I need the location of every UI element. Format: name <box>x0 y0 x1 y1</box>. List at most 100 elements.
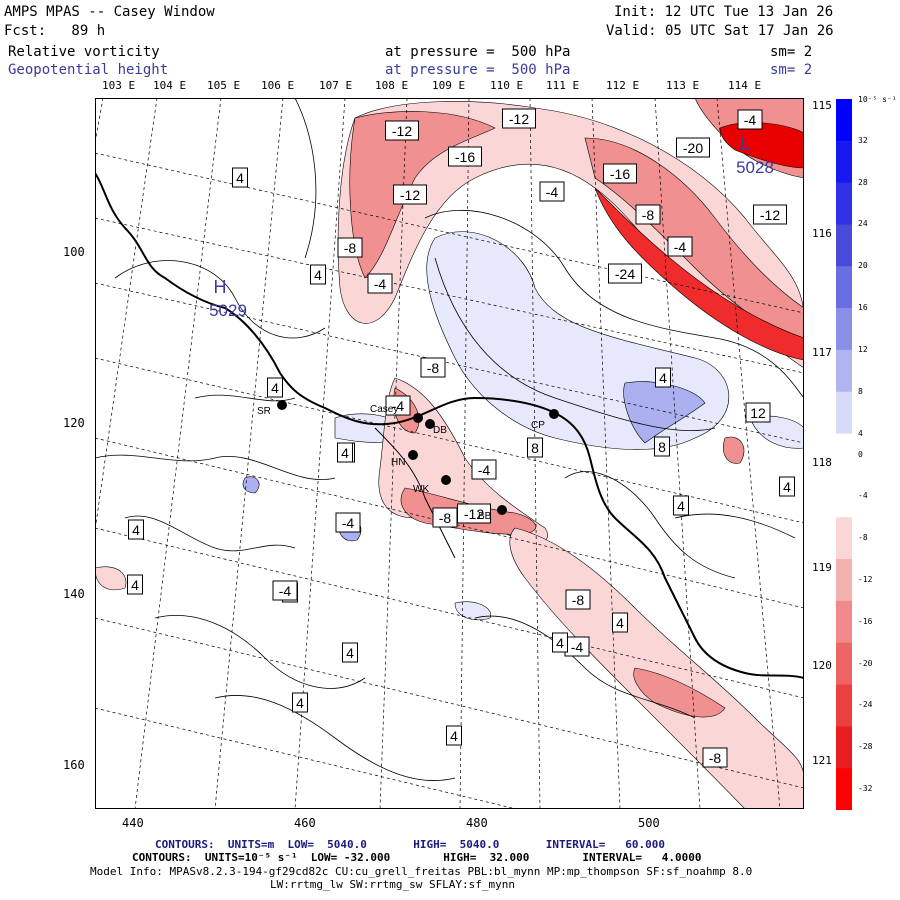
contour-label: 4 <box>659 370 667 386</box>
pressure-systems: H 5029 L 5028 <box>209 134 774 320</box>
station-label: Casey <box>370 404 398 415</box>
contour-label: -12 <box>400 187 420 203</box>
colorbar-swatch <box>836 517 852 560</box>
station-dot <box>441 475 451 485</box>
contour-label: 4 <box>314 267 322 283</box>
contour-label: 8 <box>531 440 539 456</box>
station-label: HN <box>391 457 405 468</box>
station-dot <box>408 450 418 460</box>
top-longitude-label: 111 E <box>546 79 580 92</box>
contour-label: -8 <box>572 592 585 608</box>
contour-label: -8 <box>344 240 357 256</box>
colorbar-swatch <box>836 349 852 393</box>
contour-label: 4 <box>677 498 685 514</box>
contour-label: 4 <box>341 445 349 461</box>
y-tick-label: 160 <box>63 758 85 772</box>
y-tick-label: 120 <box>63 416 85 430</box>
colorbar-label: 16 <box>858 303 868 313</box>
colorbar-label: 8 <box>858 386 863 396</box>
contour-label-box <box>565 589 591 610</box>
contour-label-box <box>267 377 283 398</box>
station-dot <box>413 413 423 423</box>
colorbar-label: 4 <box>858 428 863 438</box>
contour-label-box <box>779 476 795 497</box>
top-longitude-label: 104 E <box>153 79 187 92</box>
top-longitude-label: 112 E <box>606 79 640 92</box>
forecast-hour: Fcst: 89 h <box>4 23 106 39</box>
colorbar-swatch <box>836 140 852 184</box>
contour-label-box <box>527 437 543 458</box>
contour-label-box <box>310 264 326 285</box>
contour-label-box <box>745 402 771 423</box>
contour-label: -20 <box>683 140 703 156</box>
colorbar-label: 28 <box>858 177 868 187</box>
init-time: Init: 12 UTC Tue 13 Jan 26 <box>614 4 834 20</box>
y-tick-label: 140 <box>63 587 85 601</box>
colorbar-label: 24 <box>858 219 868 229</box>
colorbar-swatch <box>836 224 852 267</box>
contour-label: -12 <box>760 207 780 223</box>
colorbar-label: 32 <box>858 135 868 145</box>
contour-label: -24 <box>615 266 635 282</box>
station-label: DB <box>433 425 447 436</box>
contour-label-box <box>385 120 419 141</box>
station-label: SR <box>257 406 271 417</box>
contour-label-box <box>635 204 661 225</box>
model-info: Model Info: MPASv8.2.3-194-gf29cd82c CU:… <box>90 865 753 878</box>
contour-label-box <box>612 612 628 633</box>
colorbar-label: 0 <box>858 449 863 459</box>
contour-label: -4 <box>744 112 757 128</box>
station-label: CP <box>531 420 545 431</box>
x-tick-label: 460 <box>294 816 316 830</box>
model-info-radiation: LW:rrtmg_lw SW:rrtmg_sw SFLAY:sf_mynn <box>270 878 516 891</box>
top-longitude-label: 107 E <box>319 79 353 92</box>
contour-label-box <box>448 146 482 167</box>
contour-label: -12 <box>509 111 529 127</box>
colorbar-label: -4 <box>858 491 868 501</box>
contour-label: -16 <box>455 149 475 165</box>
contour-label-box <box>342 642 358 663</box>
contour-label: 4 <box>132 522 140 538</box>
contour-label: 4 <box>236 170 244 186</box>
colorbar-label: 20 <box>858 261 868 271</box>
colorbar-swatch <box>836 768 852 810</box>
contour-label-box <box>737 109 763 130</box>
top-longitude-label: 106 E <box>261 79 295 92</box>
model-title: AMPS MPAS -- Casey Window <box>4 4 215 20</box>
contour-label: -8 <box>427 360 440 376</box>
high-pressure-marker: H <box>214 277 227 297</box>
contour-label: 4 <box>271 380 279 396</box>
high-pressure-value: 5029 <box>209 301 247 320</box>
colorbar-swatch <box>836 391 852 435</box>
field2-name: Geopotential height <box>8 62 169 78</box>
contour-label: -12 <box>464 506 484 522</box>
contour-label: -4 <box>546 184 559 200</box>
top-longitude-label: 113 E <box>666 79 700 92</box>
low-pressure-value: 5028 <box>736 158 774 177</box>
contour-label-box <box>608 263 642 284</box>
contour-label: -4 <box>478 462 491 478</box>
contour-label-box <box>127 574 143 595</box>
vorticity-map[interactable]: -12 -16 -12 -8 -4 -8 -4 -12 -4 -16 -8 -24 -4 -4 -20 -12… <box>95 98 804 809</box>
contour-label-box <box>655 367 671 388</box>
contour-label-box <box>753 204 787 225</box>
colorbar-swatch <box>836 600 852 644</box>
coastline <box>95 172 804 679</box>
station-dot <box>549 409 559 419</box>
colorbar <box>836 99 852 810</box>
colorbar-label: -16 <box>858 616 873 626</box>
colorbar-label: 12 <box>858 344 868 354</box>
station-dot <box>425 419 435 429</box>
x-tick-label: 440 <box>122 816 144 830</box>
contour-label-box <box>420 357 446 378</box>
valid-time: Valid: 05 UTC Sat 17 Jan 26 <box>606 23 834 39</box>
contour-label-box <box>232 167 248 188</box>
colorbar-swatch <box>836 266 852 309</box>
contour-label-box <box>603 163 637 184</box>
contour-label: 4 <box>783 479 791 495</box>
station-markers: SR Casey DB HN WK CP BB <box>257 400 559 522</box>
station-label: WK <box>413 484 429 495</box>
contour-label: 4 <box>450 728 458 744</box>
contour-label: 4 <box>131 577 139 593</box>
contour-label-box <box>502 108 536 129</box>
